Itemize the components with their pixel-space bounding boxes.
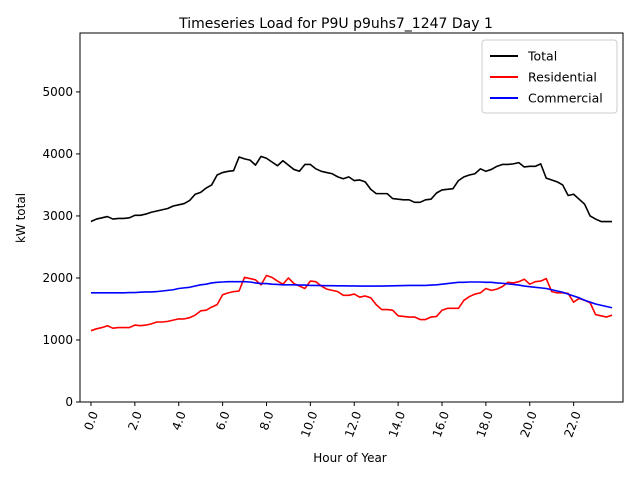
y-axis-label: kW total	[14, 193, 28, 243]
x-axis-label: Hour of Year	[313, 451, 387, 465]
y-tick-label: 0	[65, 395, 73, 409]
legend: Total Residential Commercial	[481, 39, 618, 114]
legend-label-commercial: Commercial	[528, 91, 603, 106]
y-tick-label: 4000	[42, 147, 73, 161]
y-tick-label: 2000	[42, 271, 73, 285]
y-tick-label: 3000	[42, 209, 73, 223]
x-tick-label: 6.0	[213, 409, 233, 432]
y-axis-ticks: 0 1000 2000 3000 4000 5000	[42, 85, 80, 409]
legend-box	[481, 39, 618, 114]
x-tick-label: 4.0	[169, 409, 189, 432]
series-line-commercial	[90, 280, 613, 309]
y-tick-label: 1000	[42, 333, 73, 347]
x-tick-label: 2.0	[125, 409, 145, 432]
series-layer	[90, 155, 613, 332]
legend-label-residential: Residential	[528, 70, 597, 85]
y-tick-label: 5000	[42, 85, 73, 99]
chart-title: Timeseries Load for P9U p9uhs7_1247 Day …	[178, 16, 493, 32]
series-line-residential	[90, 274, 613, 332]
series-line-total	[90, 155, 613, 223]
plot-frame	[79, 32, 624, 403]
legend-label-total: Total	[527, 49, 557, 64]
x-tick-label: 8.0	[257, 409, 277, 432]
x-axis-ticks: 0.0 2.0 4.0 6.0 8.0 10.0 12.0 14.0 16.0 18.0 20.0 2…	[81, 402, 584, 439]
x-tick-label: 0.0	[81, 409, 101, 432]
